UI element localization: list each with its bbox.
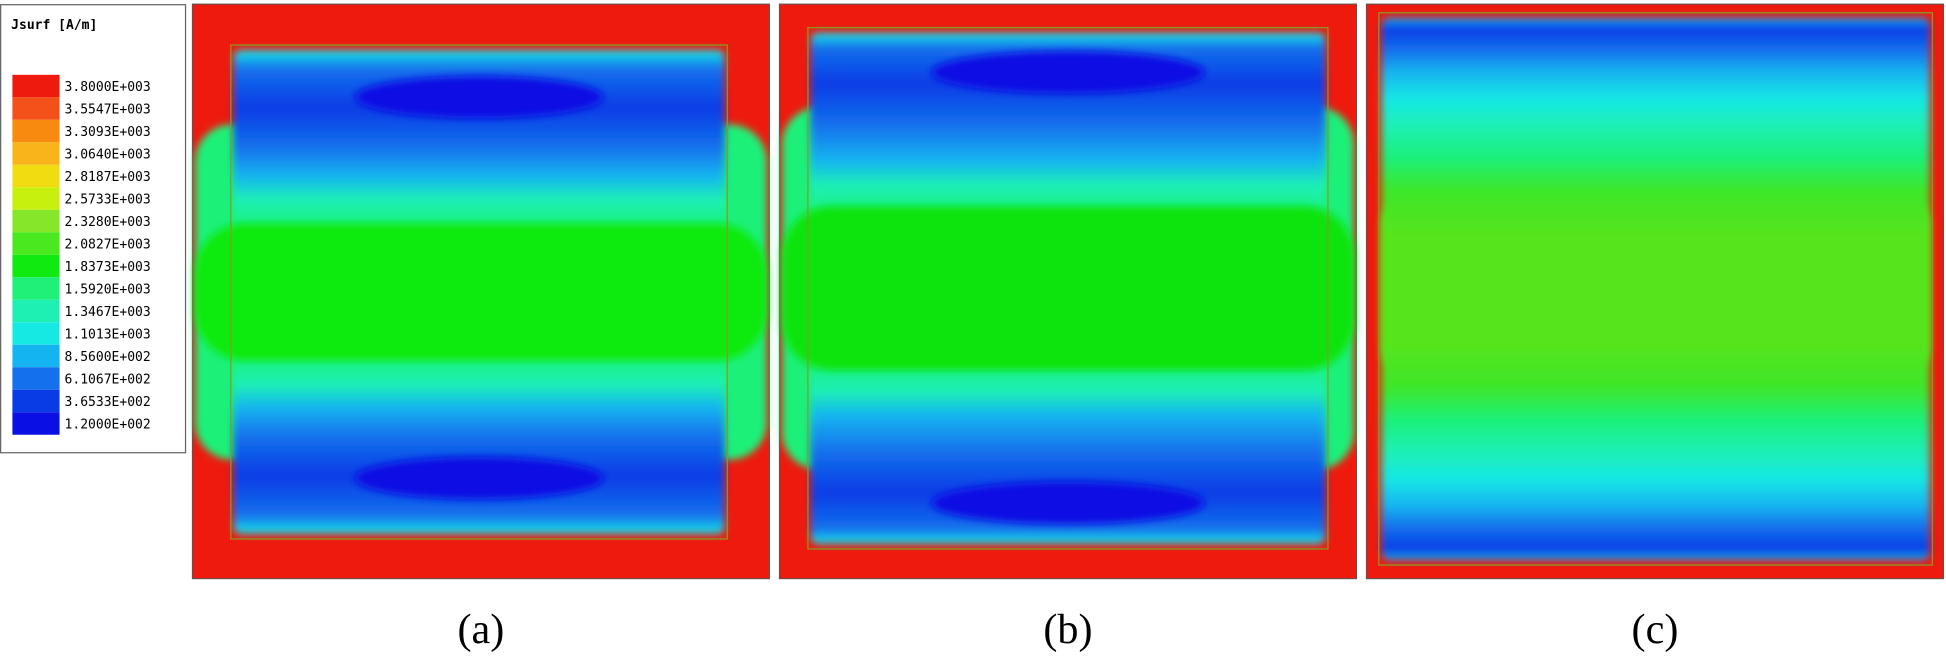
field-minimum xyxy=(354,76,604,119)
legend-label: 1.3467E+003 xyxy=(65,305,151,320)
field-plot xyxy=(191,3,770,580)
legend-swatch xyxy=(12,322,60,345)
legend-label: 2.5733E+003 xyxy=(65,193,151,208)
legend-label: 3.6533E+002 xyxy=(65,395,151,410)
legend-swatch xyxy=(12,74,60,98)
panels: (a) (b) (c) xyxy=(191,3,1945,653)
legend-label: 1.8373E+003 xyxy=(65,260,151,275)
field-plot xyxy=(778,3,1357,580)
legend-swatch xyxy=(12,367,60,390)
legend-swatch xyxy=(12,97,60,120)
legend-swatch xyxy=(12,389,60,413)
legend-label: 1.5920E+003 xyxy=(65,282,151,297)
legend-swatch xyxy=(12,164,60,188)
legend-swatch xyxy=(12,187,60,210)
legend-swatch xyxy=(12,344,60,368)
legend-label: 2.3280E+003 xyxy=(65,215,151,230)
field-core xyxy=(781,206,1355,371)
panel-caption: (c) xyxy=(1632,606,1679,653)
field-body xyxy=(1381,17,1930,561)
legend-swatch xyxy=(12,277,60,300)
legend-swatch xyxy=(12,254,60,278)
panel-caption: (a) xyxy=(458,606,505,653)
legend-label: 6.1067E+002 xyxy=(65,372,151,387)
legend-label: 8.5600E+002 xyxy=(65,350,151,365)
field-core xyxy=(194,223,767,361)
legend-label: 3.0640E+003 xyxy=(65,148,151,163)
field-minimum xyxy=(354,457,604,500)
legend-label: 1.2000E+002 xyxy=(65,417,151,432)
legend-swatch xyxy=(12,299,60,323)
legend-label: 3.5547E+003 xyxy=(65,103,151,118)
legend-swatch xyxy=(12,232,60,255)
legend-swatch xyxy=(12,142,60,165)
panel-caption: (b) xyxy=(1043,606,1092,653)
legend-label: 2.0827E+003 xyxy=(65,237,151,252)
legend-swatch xyxy=(12,119,60,143)
legend-label: 3.3093E+003 xyxy=(65,125,151,140)
legend: 3.8000E+003 3.5547E+003 3.3093E+003 3.0640E… xyxy=(12,74,151,435)
legend-label: 3.8000E+003 xyxy=(65,80,151,95)
field-plot xyxy=(1365,3,1945,580)
boundary-outline xyxy=(230,44,728,540)
legend-label: 1.1013E+003 xyxy=(65,327,151,342)
legend-swatch xyxy=(12,209,60,233)
boundary-outline xyxy=(807,27,1329,550)
field-minimum xyxy=(931,481,1205,525)
legend-title: Jsurf [A/m] xyxy=(11,18,97,33)
legend-label: 2.8187E+003 xyxy=(65,170,151,185)
legend-swatch xyxy=(12,412,60,435)
boundary-outline xyxy=(1378,12,1933,566)
field-minimum xyxy=(931,51,1205,94)
